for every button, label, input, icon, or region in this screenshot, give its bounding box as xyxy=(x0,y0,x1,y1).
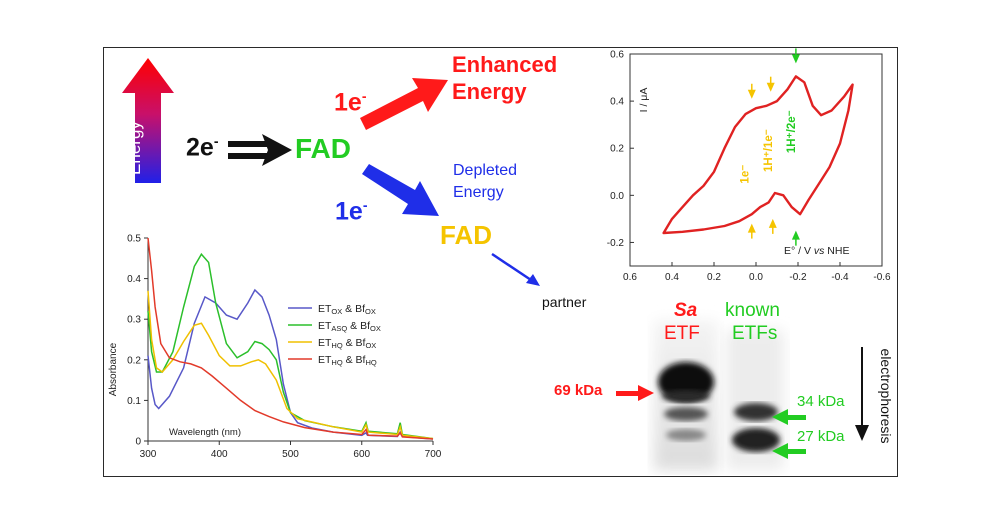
enhanced-energy-label: Enhanced Energy xyxy=(452,51,557,105)
gel-known-label: known xyxy=(725,300,780,321)
one-electron-top-label: 1e- xyxy=(334,88,367,117)
abs-y-tick-label: 0 xyxy=(135,437,141,448)
cv-y-axis-label: I / μA xyxy=(638,88,650,113)
energy-gradient-arrow xyxy=(122,58,174,183)
cv-x-tick-label: 0.0 xyxy=(749,272,763,283)
two-electron-label: 2e- xyxy=(186,133,219,162)
mw-34-arrow-icon xyxy=(772,409,806,425)
abs-legend-entry: ETHQ & BfHQ xyxy=(318,354,377,367)
cv-y-tick-label: 0.0 xyxy=(610,191,624,202)
abs-y-tick-label: 0.2 xyxy=(127,355,141,366)
abs-legend-entry: ETHQ & BfOX xyxy=(318,337,376,350)
two-electron-text: 2e xyxy=(186,133,214,162)
cv-peak-arrow-1e-ox-head xyxy=(747,89,756,99)
abs-legend-entry: ETASQ & BfOX xyxy=(318,320,381,333)
cv-x-axis-label: E° / V vs NHE xyxy=(784,245,849,257)
cv-x-tick-label: 0.4 xyxy=(665,272,679,283)
cv-peak-arrow-2e-red-head xyxy=(791,230,800,240)
energy-label: Energy xyxy=(125,121,144,175)
enhanced-line-1: Enhanced xyxy=(452,52,558,77)
abs-series-line-3 xyxy=(147,290,434,440)
cv-x-tick-label: -0.6 xyxy=(873,272,891,283)
cv-peak-arrow-1h1e-ox-head xyxy=(766,82,775,92)
cv-annotation-1h1e: 1H⁺/1e⁻ xyxy=(763,129,775,172)
mw-69-label: 69 kDa xyxy=(554,382,603,399)
mw-34-label: 34 kDa xyxy=(797,393,845,410)
cv-y-tick-label: 0.6 xyxy=(610,50,624,61)
abs-x-tick-label: 700 xyxy=(425,449,442,460)
abs-legend-entry: ETOX & BfOX xyxy=(318,303,376,316)
cv-y-tick-label: 0.2 xyxy=(610,144,624,155)
fad-low-label: FAD xyxy=(440,220,492,250)
electrophoresis-label: electrophoresis xyxy=(878,348,894,444)
cv-x-tick-label: 0.6 xyxy=(623,272,637,283)
abs-x-tick-label: 600 xyxy=(353,449,370,460)
mw-27-label: 27 kDa xyxy=(797,428,845,445)
one-electron-bottom-label: 1e- xyxy=(335,197,368,226)
cv-plot-frame xyxy=(629,53,883,267)
abs-x-tick-label: 500 xyxy=(282,449,299,460)
abs-y-axis-label: Absorbance xyxy=(108,342,119,396)
cv-trace-line xyxy=(662,75,854,235)
figure-frame xyxy=(103,47,898,477)
cv-peak-arrow-2e-ox-head xyxy=(791,54,800,64)
cv-x-tick-label: -0.4 xyxy=(831,272,849,283)
red-arrow-icon xyxy=(360,78,448,130)
abs-x-tick-label: 400 xyxy=(211,449,228,460)
double-arrow-icon xyxy=(228,134,292,166)
partner-arrow-icon xyxy=(491,252,540,286)
abs-y-tick-label: 0.3 xyxy=(127,315,141,326)
cyclic-voltammogram-chart: 0.6 0.4 0.2 0.0 -0.2 -0.4 -0.6 -0.2 0.0 0.2 0.4 0.6… xyxy=(607,48,891,283)
abs-y-tick-label: 0.4 xyxy=(127,274,141,285)
abs-y-tick-label: 0.1 xyxy=(127,396,141,407)
gel-sa-label: Sa xyxy=(674,300,698,321)
partner-label: partner xyxy=(542,294,587,310)
cv-annotation-1h2e: 1H⁺/2e⁻ xyxy=(786,110,798,153)
depleted-energy-label: Depleted Energy xyxy=(453,160,517,204)
absorbance-chart: 300 400 500 600 700 0 0.1 0.2 0.3 0.4 0.5 Wavelengt… xyxy=(108,234,442,461)
abs-y-tick-label: 0.5 xyxy=(127,234,141,245)
electrophoresis-direction-arrow xyxy=(855,347,869,441)
enhanced-line-2: Energy xyxy=(452,79,527,104)
depleted-line-1: Depleted xyxy=(453,162,518,179)
blue-arrow-icon xyxy=(362,164,439,216)
cv-y-tick-label: -0.2 xyxy=(607,238,625,249)
gel-etf-label: ETF xyxy=(664,323,700,344)
mw-69-arrow-icon xyxy=(616,385,654,401)
cv-peak-arrow-1h1e-red-head xyxy=(768,218,777,228)
gel-image xyxy=(654,320,784,470)
one-electron-bottom-text: 1e xyxy=(335,197,363,226)
one-electron-top-text: 1e xyxy=(334,88,362,117)
gel-etfs-label: ETFs xyxy=(732,323,778,344)
cv-x-tick-label: -0.2 xyxy=(789,272,807,283)
cv-annotation-1e: 1e⁻ xyxy=(740,165,752,184)
mw-27-arrow-icon xyxy=(772,443,806,459)
abs-series-line-1 xyxy=(147,288,434,440)
abs-series-line-4 xyxy=(147,237,434,440)
fad-main-label: FAD xyxy=(295,133,351,164)
depleted-line-2: Energy xyxy=(453,184,504,201)
cv-peak-arrow-1e-red-head xyxy=(747,223,756,233)
cv-x-tick-label: 0.2 xyxy=(707,272,721,283)
abs-x-tick-label: 300 xyxy=(140,449,157,460)
abs-x-axis-label: Wavelength (nm) xyxy=(169,427,241,438)
cv-y-tick-label: 0.4 xyxy=(610,97,624,108)
